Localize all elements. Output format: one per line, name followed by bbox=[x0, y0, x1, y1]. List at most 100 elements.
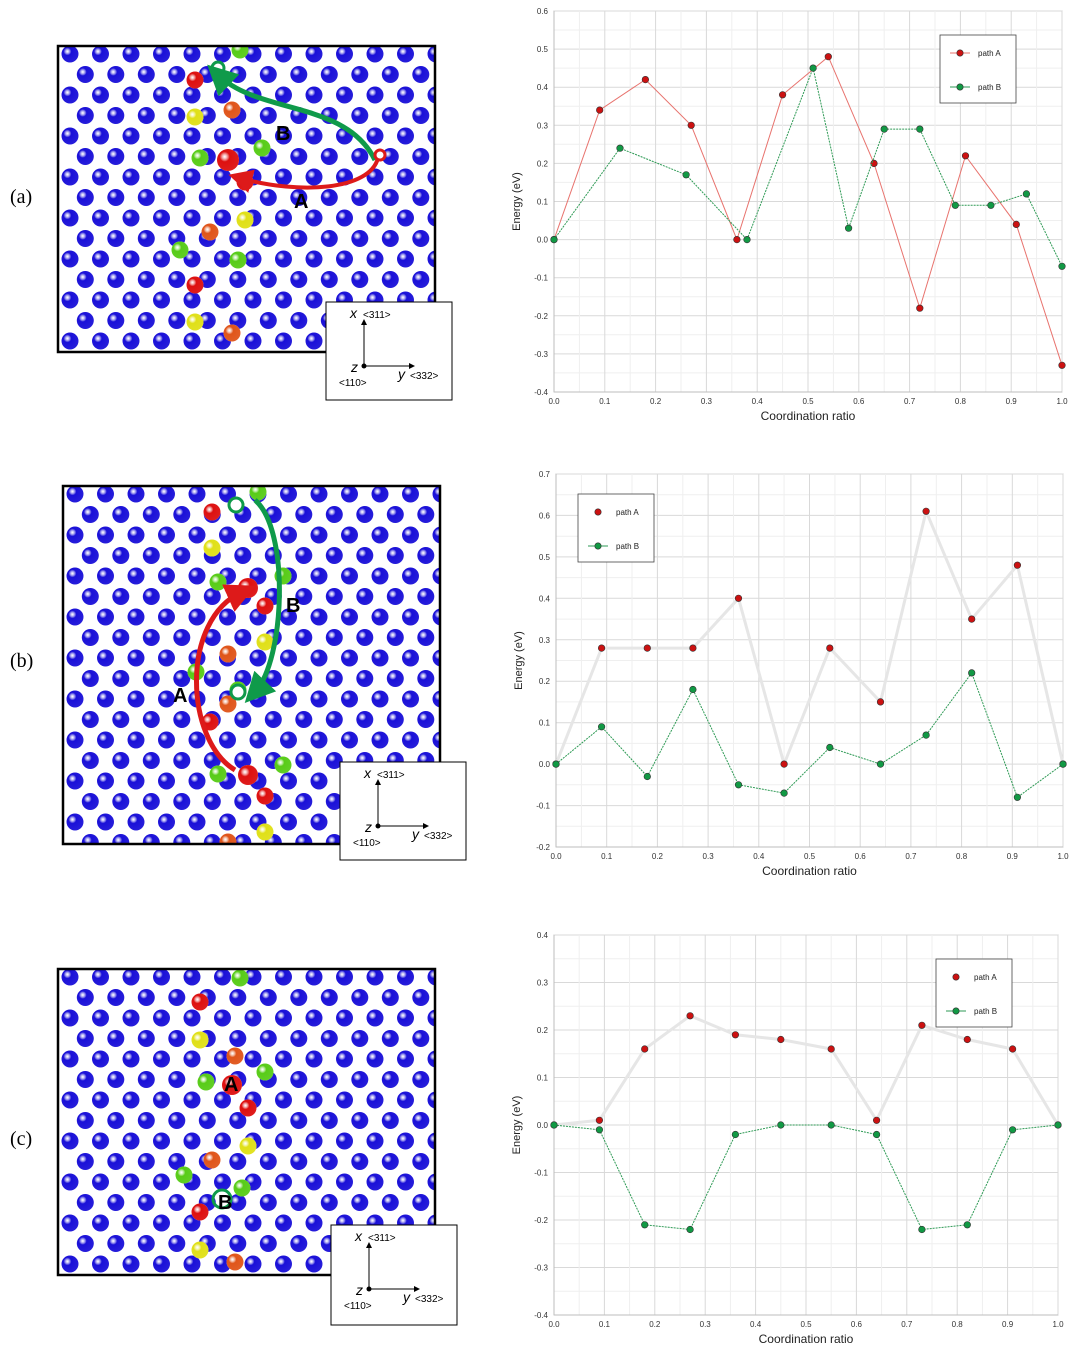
atom-special bbox=[186, 108, 204, 126]
y-axis-label: y bbox=[402, 1289, 411, 1305]
atom bbox=[76, 189, 94, 206]
atom-special bbox=[256, 823, 274, 841]
atom bbox=[295, 793, 313, 810]
atom bbox=[92, 1132, 109, 1150]
atom-special bbox=[197, 1073, 215, 1091]
structure-frame bbox=[56, 967, 437, 1277]
atom bbox=[356, 711, 374, 728]
atom bbox=[214, 1132, 231, 1150]
data-point bbox=[961, 152, 970, 160]
atom bbox=[203, 834, 221, 844]
atom bbox=[290, 1071, 308, 1088]
atom-lattice bbox=[58, 46, 435, 370]
x-tick-label: 0.7 bbox=[904, 397, 916, 406]
atom bbox=[275, 1214, 292, 1232]
path-a-label: A bbox=[173, 685, 187, 707]
atom bbox=[356, 670, 374, 687]
atom bbox=[325, 711, 343, 728]
atom bbox=[168, 1112, 186, 1129]
atom-special bbox=[274, 756, 292, 774]
atom bbox=[386, 506, 404, 523]
data-point bbox=[918, 1021, 926, 1029]
atom bbox=[402, 690, 419, 708]
atom bbox=[107, 107, 125, 124]
atom bbox=[381, 271, 399, 288]
atom bbox=[412, 230, 430, 247]
atom bbox=[351, 107, 369, 124]
x-axis-label: x bbox=[349, 305, 358, 321]
atom bbox=[229, 1030, 247, 1047]
data-point bbox=[951, 201, 959, 209]
atom-special bbox=[217, 149, 239, 171]
legend-label: path B bbox=[616, 542, 639, 551]
atom bbox=[122, 168, 140, 186]
data-point bbox=[987, 201, 995, 209]
atom bbox=[92, 1009, 109, 1027]
x-tick-label: 0.7 bbox=[905, 852, 917, 861]
x-axis-direction: <311> bbox=[377, 770, 405, 781]
data-point bbox=[597, 644, 606, 652]
data-point bbox=[968, 615, 976, 623]
x-axis-title: Coordination ratio bbox=[761, 409, 856, 423]
y-axis-direction: <332> bbox=[424, 831, 453, 842]
atom bbox=[168, 989, 186, 1006]
atom bbox=[66, 813, 84, 831]
atom bbox=[229, 1112, 247, 1129]
data-point bbox=[918, 1225, 926, 1234]
atom bbox=[305, 1173, 323, 1191]
atom bbox=[153, 209, 170, 227]
y-axis-direction: <332> bbox=[410, 371, 439, 382]
atom bbox=[183, 1132, 201, 1150]
atom bbox=[244, 1050, 262, 1068]
atom bbox=[107, 1030, 125, 1047]
atom bbox=[142, 752, 160, 769]
atom bbox=[432, 608, 440, 626]
atom bbox=[168, 1276, 185, 1293]
x-tick-label: 0.2 bbox=[652, 852, 664, 861]
atom bbox=[168, 312, 186, 329]
atom bbox=[214, 209, 231, 227]
atom bbox=[97, 526, 114, 544]
atom bbox=[107, 1112, 125, 1129]
atom bbox=[427, 86, 435, 104]
atom bbox=[371, 486, 389, 503]
atom bbox=[249, 690, 267, 708]
atom bbox=[214, 86, 231, 104]
atom bbox=[219, 731, 236, 749]
atom bbox=[341, 567, 358, 585]
atom bbox=[320, 1112, 338, 1129]
atom bbox=[259, 312, 277, 329]
atom bbox=[183, 291, 201, 309]
atom bbox=[188, 731, 206, 749]
atom bbox=[417, 711, 435, 728]
atom bbox=[305, 127, 323, 145]
atom bbox=[305, 168, 323, 186]
data-point bbox=[963, 1221, 971, 1229]
atom bbox=[92, 969, 109, 986]
y-tick-label: -0.2 bbox=[534, 1216, 548, 1225]
atom bbox=[275, 1173, 292, 1191]
atom bbox=[229, 1235, 247, 1252]
atom-special bbox=[191, 149, 209, 167]
atom bbox=[81, 834, 99, 844]
x-tick-label: 0.6 bbox=[855, 852, 867, 861]
atom bbox=[107, 353, 124, 370]
atom-special bbox=[171, 241, 189, 259]
atom bbox=[153, 1173, 170, 1191]
atom bbox=[76, 271, 94, 288]
atom bbox=[168, 271, 186, 288]
atom bbox=[275, 1255, 292, 1273]
atom bbox=[127, 813, 145, 831]
atom bbox=[351, 989, 369, 1006]
atom bbox=[412, 189, 430, 206]
atom bbox=[290, 353, 307, 370]
atom bbox=[76, 1030, 94, 1047]
atom bbox=[112, 588, 130, 605]
atom bbox=[427, 1132, 435, 1150]
atom bbox=[397, 86, 414, 104]
atom bbox=[158, 772, 175, 790]
atom bbox=[168, 148, 186, 165]
data-point bbox=[1058, 361, 1066, 369]
atom bbox=[412, 66, 430, 83]
atom bbox=[259, 230, 277, 247]
